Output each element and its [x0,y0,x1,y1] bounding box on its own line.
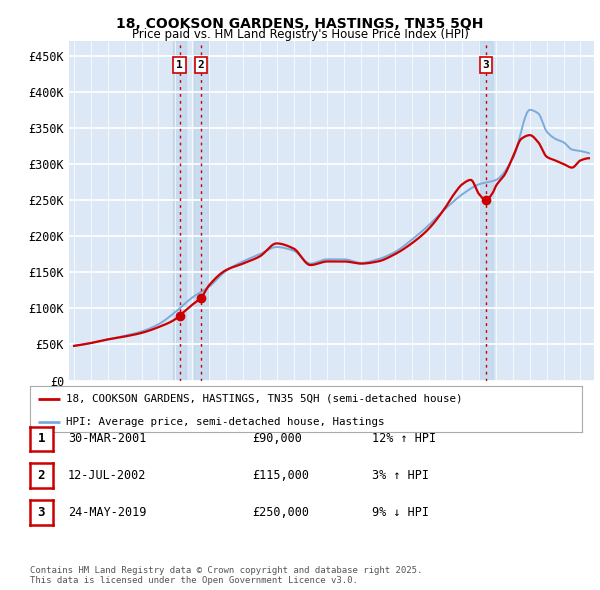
Text: 3: 3 [482,60,489,70]
Text: 3% ↑ HPI: 3% ↑ HPI [372,469,429,482]
Text: 18, COOKSON GARDENS, HASTINGS, TN35 5QH (semi-detached house): 18, COOKSON GARDENS, HASTINGS, TN35 5QH … [66,394,463,404]
Text: HPI: Average price, semi-detached house, Hastings: HPI: Average price, semi-detached house,… [66,417,385,427]
Text: Contains HM Land Registry data © Crown copyright and database right 2025.
This d: Contains HM Land Registry data © Crown c… [30,566,422,585]
Text: 1: 1 [38,432,45,445]
Text: 9% ↓ HPI: 9% ↓ HPI [372,506,429,519]
Bar [479,41,493,381]
Text: 18, COOKSON GARDENS, HASTINGS, TN35 5QH: 18, COOKSON GARDENS, HASTINGS, TN35 5QH [116,17,484,31]
Text: 2: 2 [38,469,45,482]
Text: £115,000: £115,000 [252,469,309,482]
Text: Price paid vs. HM Land Registry's House Price Index (HPI): Price paid vs. HM Land Registry's House … [131,28,469,41]
Text: 24-MAY-2019: 24-MAY-2019 [68,506,146,519]
Text: 12-JUL-2002: 12-JUL-2002 [68,469,146,482]
Text: £250,000: £250,000 [252,506,309,519]
Bar [173,41,187,381]
Text: 1: 1 [176,60,183,70]
Text: 12% ↑ HPI: 12% ↑ HPI [372,432,436,445]
Text: £90,000: £90,000 [252,432,302,445]
Text: 30-MAR-2001: 30-MAR-2001 [68,432,146,445]
Text: 3: 3 [38,506,45,519]
Text: 2: 2 [198,60,205,70]
Bar [194,41,208,381]
